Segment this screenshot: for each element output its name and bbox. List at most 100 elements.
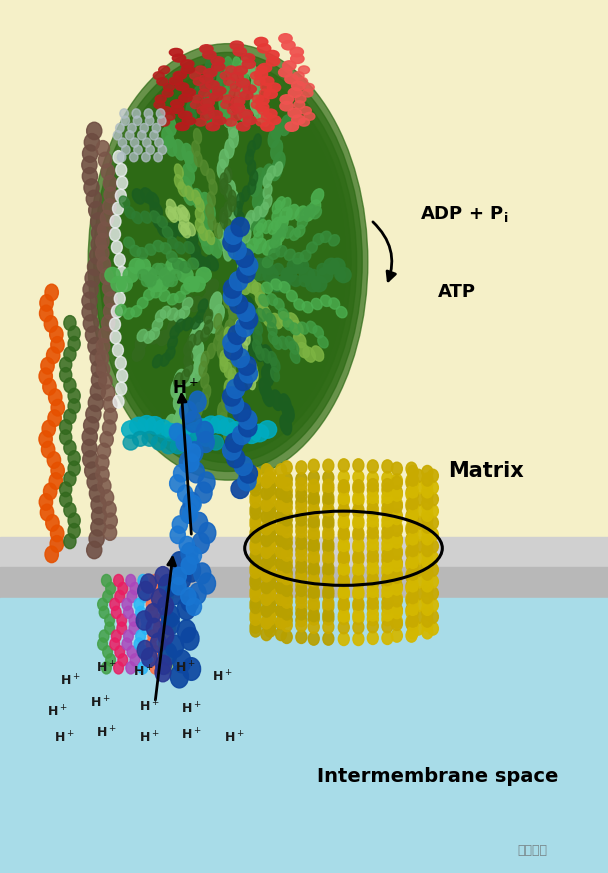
Ellipse shape	[133, 346, 145, 361]
Ellipse shape	[275, 498, 286, 512]
Ellipse shape	[353, 550, 364, 563]
Ellipse shape	[282, 601, 292, 615]
Ellipse shape	[117, 622, 126, 635]
Ellipse shape	[130, 153, 138, 162]
Ellipse shape	[68, 336, 80, 351]
Ellipse shape	[235, 248, 254, 267]
Ellipse shape	[254, 78, 265, 86]
Ellipse shape	[353, 588, 364, 601]
Ellipse shape	[275, 475, 286, 488]
Ellipse shape	[353, 600, 364, 613]
Ellipse shape	[214, 223, 223, 238]
Ellipse shape	[91, 371, 106, 388]
Ellipse shape	[275, 464, 286, 477]
Ellipse shape	[252, 189, 264, 209]
Ellipse shape	[382, 495, 393, 508]
Ellipse shape	[199, 81, 209, 98]
Ellipse shape	[308, 471, 319, 484]
Ellipse shape	[83, 450, 98, 468]
Ellipse shape	[220, 351, 227, 367]
Ellipse shape	[224, 345, 232, 361]
Ellipse shape	[427, 492, 438, 505]
Ellipse shape	[233, 425, 251, 444]
Ellipse shape	[280, 207, 292, 223]
Ellipse shape	[279, 312, 291, 327]
Ellipse shape	[97, 443, 111, 459]
Ellipse shape	[261, 616, 272, 629]
Ellipse shape	[323, 550, 334, 563]
Ellipse shape	[382, 560, 393, 574]
Ellipse shape	[392, 488, 402, 501]
Ellipse shape	[282, 40, 295, 50]
Ellipse shape	[367, 631, 378, 644]
Ellipse shape	[392, 535, 402, 548]
Ellipse shape	[198, 299, 208, 313]
Ellipse shape	[275, 534, 286, 547]
Ellipse shape	[250, 612, 261, 625]
Ellipse shape	[338, 574, 349, 587]
Ellipse shape	[183, 318, 193, 331]
Ellipse shape	[223, 333, 241, 352]
Ellipse shape	[156, 310, 166, 322]
Ellipse shape	[259, 294, 269, 306]
Ellipse shape	[182, 88, 196, 96]
Ellipse shape	[229, 196, 236, 211]
Ellipse shape	[186, 423, 204, 440]
Ellipse shape	[273, 228, 286, 244]
Ellipse shape	[227, 382, 237, 401]
Ellipse shape	[282, 543, 292, 556]
Ellipse shape	[392, 580, 402, 593]
Ellipse shape	[303, 83, 314, 92]
Ellipse shape	[261, 510, 272, 523]
Ellipse shape	[413, 599, 424, 612]
Ellipse shape	[311, 189, 323, 204]
Ellipse shape	[311, 346, 323, 361]
Ellipse shape	[151, 588, 167, 608]
Ellipse shape	[261, 593, 272, 606]
Ellipse shape	[264, 596, 275, 609]
Ellipse shape	[145, 244, 156, 255]
Ellipse shape	[167, 654, 176, 666]
Ellipse shape	[151, 646, 161, 658]
Ellipse shape	[282, 197, 291, 210]
Ellipse shape	[317, 264, 328, 274]
Ellipse shape	[226, 361, 235, 380]
Ellipse shape	[326, 264, 337, 274]
Ellipse shape	[130, 582, 140, 595]
Ellipse shape	[188, 258, 199, 269]
Ellipse shape	[382, 491, 393, 504]
Ellipse shape	[406, 533, 417, 546]
Ellipse shape	[159, 638, 168, 650]
Ellipse shape	[282, 512, 292, 526]
Ellipse shape	[367, 577, 378, 590]
Ellipse shape	[179, 222, 188, 235]
Ellipse shape	[159, 267, 175, 283]
Ellipse shape	[392, 582, 402, 595]
Ellipse shape	[240, 70, 249, 87]
Ellipse shape	[211, 57, 224, 65]
Ellipse shape	[296, 512, 307, 526]
Ellipse shape	[323, 530, 334, 543]
Ellipse shape	[289, 323, 300, 335]
Ellipse shape	[268, 83, 281, 92]
Ellipse shape	[68, 513, 80, 528]
Ellipse shape	[422, 547, 433, 560]
Ellipse shape	[164, 115, 176, 135]
Ellipse shape	[264, 577, 275, 590]
Ellipse shape	[250, 72, 261, 79]
Ellipse shape	[201, 113, 212, 120]
Ellipse shape	[174, 175, 183, 189]
Ellipse shape	[282, 496, 292, 509]
Ellipse shape	[123, 630, 133, 643]
Ellipse shape	[154, 582, 164, 595]
Ellipse shape	[229, 294, 247, 313]
Ellipse shape	[191, 361, 203, 382]
Ellipse shape	[267, 293, 278, 306]
Ellipse shape	[353, 505, 364, 519]
Ellipse shape	[353, 576, 364, 589]
Ellipse shape	[153, 72, 164, 79]
Ellipse shape	[261, 498, 272, 512]
Text: H$^+$: H$^+$	[172, 379, 199, 398]
Ellipse shape	[150, 662, 160, 674]
Ellipse shape	[159, 598, 168, 610]
